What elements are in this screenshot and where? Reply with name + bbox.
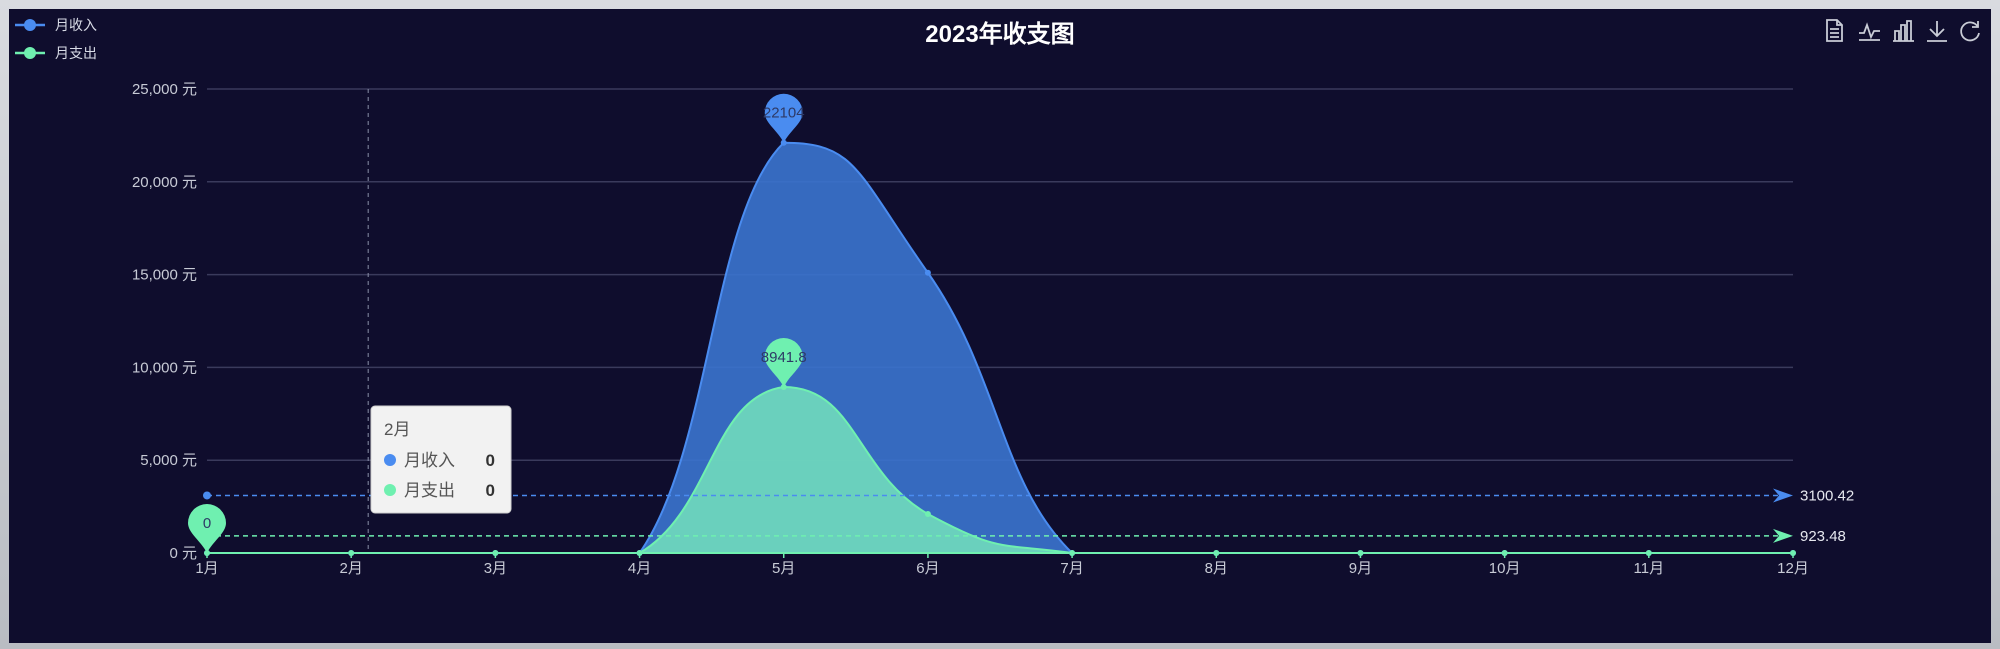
x-tick-label: 7月 [1060,560,1083,577]
x-tick-label: 1月 [195,560,218,577]
max-pin-income-shape [764,93,803,143]
bar-chart-icon[interactable] [1893,20,1914,42]
tooltip-value-expense: 0 [486,481,495,500]
y-tick-label: 10,000 元 [132,359,197,376]
min-pin-expense-label: 0 [203,515,211,532]
data-point-1 [1069,550,1076,556]
tooltip-name-income: 月收入 [404,451,455,470]
legend: 月收入 月支出 [15,17,97,61]
min-pin-expense-shape [188,504,226,553]
max-pin-expense: 8941.8 [761,338,807,388]
chart-title: 2023年收支图 [925,20,1074,48]
x-tick-label: 5月 [772,560,795,577]
data-point-1 [1501,550,1508,556]
tooltip: 2月 月收入 0 月支出 0 [370,405,512,514]
x-tick-label: 6月 [916,560,939,577]
average-line-arrow-1 [1773,528,1793,543]
data-point-1 [348,550,355,556]
data-point-1 [492,550,499,556]
data-point-1 [1645,550,1652,556]
legend-item-expense[interactable]: 月支出 [15,45,97,61]
legend-item-income[interactable]: 月收入 [15,17,97,33]
chart-panel: 2023年收支图 月收入 月支出 [9,9,1991,643]
x-axis: 1月 2月 3月 4月 5月 6月 7月 8月 9月 10月 11月 12月 [195,552,1809,577]
data-point-1 [1357,550,1364,556]
data-point-1 [636,550,643,556]
tooltip-box [370,405,512,514]
series-area-0 [207,142,1793,553]
x-tick-label: 9月 [1349,560,1372,577]
tooltip-value-income: 0 [486,451,495,470]
grid-lines [207,88,1793,461]
x-tick-label: 2月 [340,560,363,577]
tooltip-name-expense: 月支出 [404,481,455,500]
series-points [204,139,1796,556]
toolbox [1826,19,1980,42]
x-tick-label: 8月 [1205,560,1228,577]
x-tick-label: 10月 [1489,560,1521,577]
data-point-0 [924,269,931,276]
y-axis: 0 元 5,000 元 10,000 元 15,000 元 20,000 元 25,000… [132,81,197,562]
max-pin-expense-label: 8941.8 [761,349,807,366]
x-tick-label: 11月 [1634,560,1665,577]
average-line-label-0: 3100.42 [1800,487,1854,504]
data-view-icon[interactable] [1826,19,1843,42]
download-icon[interactable] [1927,21,1947,42]
average-line-label-1: 923.48 [1800,528,1846,545]
legend-label-income: 月收入 [55,17,97,33]
data-point-1 [1213,550,1220,556]
x-tick-label: 4月 [628,560,651,577]
line-chart-icon[interactable] [1859,22,1880,41]
tooltip-marker-income [384,454,396,466]
average-line-arrow-0 [1773,488,1793,503]
chart-svg: 2023年收支图 月收入 月支出 [15,17,1980,577]
y-tick-label: 15,000 元 [132,267,197,284]
refresh-icon[interactable] [1960,21,1980,42]
max-pin-income: 22104 [763,93,805,143]
tooltip-marker-expense [384,484,396,496]
max-pin-expense-shape [764,338,803,388]
y-tick-label: 20,000 元 [132,174,197,191]
max-pin-income-label: 22104 [763,105,805,122]
data-point-1 [924,511,931,518]
y-tick-label: 5,000 元 [140,452,197,469]
y-tick-label: 25,000 元 [132,81,197,98]
data-point-1 [1790,550,1796,556]
tooltip-title: 2月 [384,420,410,439]
x-tick-label: 12月 [1777,560,1809,577]
y-tick-label: 0 元 [169,545,197,562]
legend-label-expense: 月支出 [55,45,97,61]
x-tick-label: 3月 [484,560,507,577]
mark-points: 22104 8941.8 0 [188,93,807,553]
min-pin-expense: 0 [188,504,226,553]
